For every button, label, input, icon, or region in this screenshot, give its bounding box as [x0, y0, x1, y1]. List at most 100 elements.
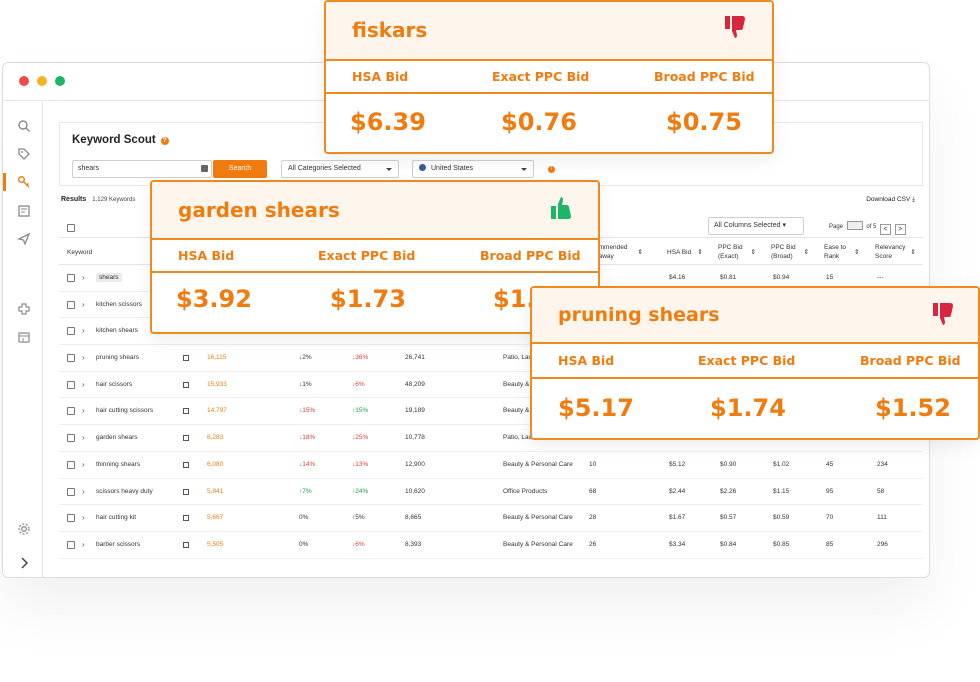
- columns-select[interactable]: All Columns Selected ▾: [708, 217, 804, 235]
- page-number-input[interactable]: [846, 221, 863, 230]
- cell-t2: ↓6%: [352, 380, 365, 388]
- expand-row-chevron-icon[interactable]: ›: [82, 379, 85, 389]
- cell-t2: ↑15%: [352, 407, 369, 415]
- close-window-button[interactable]: [19, 76, 29, 86]
- col-giveaway-label: ommended eaway: [595, 244, 628, 260]
- prev-page-button[interactable]: <: [880, 224, 892, 235]
- cell-keyword[interactable]: hair scissors: [96, 380, 133, 388]
- cell-keyword[interactable]: pruning shears: [96, 354, 139, 362]
- cell-hsa: $5.12: [669, 460, 686, 468]
- cell-keyword[interactable]: barber scissors: [96, 540, 141, 548]
- table-row[interactable]: › hair cutting kit 5,667 0% ↑5% 8,665 Beauty &…: [59, 505, 923, 532]
- table-row[interactable]: › thinning shears 6,080 ↓14% ↓13% 12,900 Beaut…: [59, 452, 923, 479]
- maximize-window-button[interactable]: [55, 76, 65, 86]
- page-title-text: Keyword Scout: [72, 134, 156, 146]
- external-link-icon[interactable]: [183, 355, 189, 362]
- row-checkbox[interactable]: [67, 380, 75, 389]
- document-icon[interactable]: [16, 204, 32, 220]
- search-input[interactable]: shears: [72, 160, 212, 178]
- expand-row-chevron-icon[interactable]: ›: [82, 459, 85, 469]
- country-select[interactable]: United States: [412, 160, 534, 178]
- col-ease[interactable]: Ease to Rank ⇕: [824, 238, 860, 266]
- cell-keyword[interactable]: scissors heavy duty: [96, 487, 153, 495]
- row-checkbox[interactable]: [67, 487, 75, 496]
- cell-keyword[interactable]: thinning shears: [96, 460, 141, 468]
- search-button[interactable]: Search: [213, 160, 267, 178]
- external-link-icon[interactable]: [183, 515, 189, 522]
- settings-gear-icon[interactable]: [16, 522, 32, 538]
- cell-keyword[interactable]: hair cutting scissors: [96, 407, 154, 415]
- search-icon[interactable]: [16, 119, 32, 135]
- row-checkbox[interactable]: [67, 354, 75, 363]
- expand-row-chevron-icon[interactable]: ›: [82, 486, 85, 496]
- card-label: Broad PPC Bid: [860, 353, 961, 368]
- row-checkbox[interactable]: [67, 540, 75, 549]
- card-label: Exact PPC Bid: [318, 248, 416, 263]
- col-relevancy[interactable]: Relevancy Score ⇕: [875, 238, 916, 266]
- card-header: pruning shears: [532, 288, 978, 344]
- store-icon[interactable]: [16, 330, 32, 346]
- expand-row-chevron-icon[interactable]: ›: [82, 299, 85, 309]
- col-giveaway[interactable]: ommended eaway ⇕: [595, 238, 643, 266]
- external-link-icon[interactable]: [183, 381, 189, 388]
- cell-t1: 0%: [299, 514, 309, 522]
- expand-row-chevron-icon[interactable]: ›: [82, 433, 85, 443]
- cell-keyword[interactable]: kitchen shears: [96, 327, 138, 335]
- external-link-icon[interactable]: [183, 541, 189, 548]
- cell-exact: $0.90: [720, 460, 737, 468]
- select-all-checkbox[interactable]: [67, 224, 75, 232]
- external-link-icon[interactable]: [183, 488, 189, 495]
- cell-keyword[interactable]: shears: [96, 265, 122, 291]
- row-checkbox[interactable]: [67, 300, 75, 309]
- table-row[interactable]: › hair scissors 15,933 ↓1% ↓6% 48,209 Beauty &: [59, 372, 923, 399]
- cell-keyword[interactable]: kitchen scissors: [96, 300, 142, 308]
- expand-sidebar-chevron-icon[interactable]: [16, 556, 32, 572]
- row-checkbox[interactable]: [67, 460, 75, 469]
- key-icon[interactable]: [16, 175, 32, 191]
- table-row[interactable]: › scissors heavy duty 5,841 ↑7% ↑24% 10,620 Of…: [59, 479, 923, 506]
- table-row[interactable]: › kitchen shears: [59, 318, 923, 346]
- puzzle-icon[interactable]: [16, 302, 32, 318]
- row-checkbox[interactable]: [67, 274, 75, 282]
- cell-keyword[interactable]: hair cutting kit: [96, 514, 137, 522]
- external-link-icon[interactable]: [183, 435, 189, 442]
- card-value: $0.75: [666, 108, 742, 136]
- keyboard-icon[interactable]: [201, 165, 208, 172]
- expand-row-chevron-icon[interactable]: ›: [82, 353, 85, 363]
- external-link-icon[interactable]: [183, 461, 189, 468]
- row-checkbox[interactable]: [67, 434, 75, 443]
- expand-row-chevron-icon[interactable]: ›: [82, 406, 85, 416]
- cell-t2: ↑24%: [352, 487, 369, 495]
- cell-category: Beauty & Personal Care: [503, 514, 573, 522]
- table-row[interactable]: › pruning shears 16,115 ↓2% ↓36% 26,741 Patio,…: [59, 345, 923, 372]
- cell-broad: $0.85: [773, 540, 790, 548]
- card-title: garden shears: [178, 198, 340, 222]
- next-page-button[interactable]: >: [894, 224, 906, 235]
- table-row[interactable]: › barber scissors 5,505 0% ↓6% 8,393 Beauty & …: [59, 532, 923, 559]
- info-icon[interactable]: ?: [160, 137, 169, 145]
- download-csv-link[interactable]: Download CSV ⤓: [866, 196, 915, 204]
- expand-row-chevron-icon[interactable]: ›: [82, 513, 85, 523]
- row-checkbox[interactable]: [67, 514, 75, 523]
- minimize-window-button[interactable]: [37, 76, 47, 86]
- category-select[interactable]: All Categories Selected: [281, 160, 399, 178]
- expand-row-chevron-icon[interactable]: ›: [82, 539, 85, 549]
- caret-down-icon: ▾: [782, 222, 786, 229]
- info-icon[interactable]: !: [548, 166, 555, 173]
- external-link-icon[interactable]: [183, 408, 189, 415]
- row-checkbox[interactable]: [67, 407, 75, 416]
- send-icon[interactable]: [16, 232, 32, 248]
- col-hsa-bid[interactable]: HSA Bid ⇕: [667, 238, 703, 266]
- search-input-value: shears: [78, 165, 100, 172]
- col-keyword[interactable]: Keyword: [67, 238, 92, 266]
- row-checkbox[interactable]: [67, 327, 75, 336]
- table-row[interactable]: › hair cutting scissors 14,797 ↓15% ↑15% 19,1…: [59, 398, 923, 426]
- expand-row-chevron-icon[interactable]: ›: [82, 273, 85, 282]
- active-nav-indicator: [3, 173, 6, 191]
- col-ppc-broad[interactable]: PPC Bid (Broad) ⇕: [771, 238, 809, 266]
- cell-rel: ---: [877, 274, 884, 281]
- expand-row-chevron-icon[interactable]: ›: [82, 326, 85, 336]
- tag-icon[interactable]: [16, 147, 32, 163]
- col-ppc-exact[interactable]: PPC Bid (Exact) ⇕: [718, 238, 756, 266]
- cell-keyword[interactable]: garden shears: [96, 434, 138, 442]
